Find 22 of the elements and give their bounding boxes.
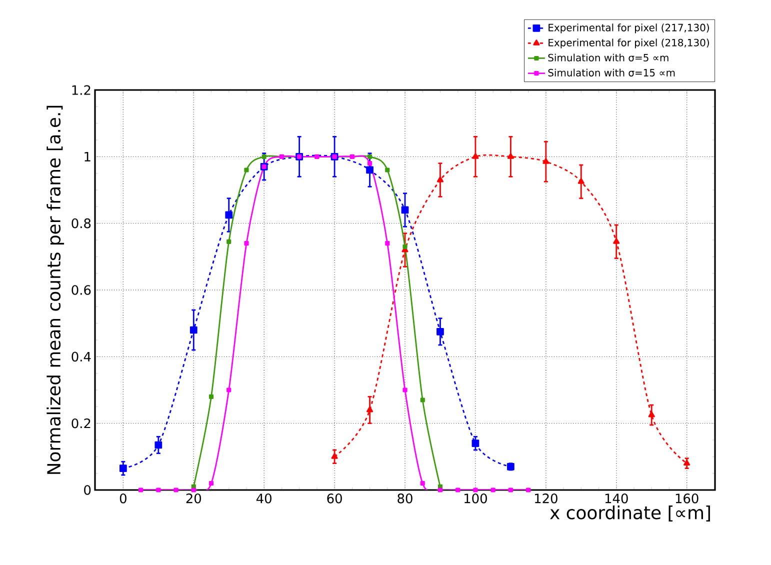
x-tick-label: 160 (676, 494, 698, 504)
legend-label: Experimental for pixel (218,130) (548, 38, 709, 48)
y-tick-label: 0.6 (72, 285, 91, 295)
y-tick-label: 0.8 (72, 218, 91, 228)
y-tick-label: 0.2 (72, 418, 90, 428)
y-tick-label: 0.4 (72, 352, 91, 362)
legend-label: Experimental for pixel (217,130) (548, 24, 709, 34)
y-tick-label: 1.2 (72, 85, 90, 95)
x-tick-label: 140 (605, 494, 628, 504)
x-tick-label: 40 (256, 494, 272, 504)
y-tick-label: 0 (84, 485, 91, 495)
legend-label: Simulation with σ=5 ∝m (548, 54, 668, 62)
x-tick-label: 100 (464, 494, 487, 504)
y-axis-title: Normalized mean counts per frame [a.e.] (46, 106, 64, 474)
y-tick-label: 1 (84, 152, 90, 162)
x-axis-title: x coordinate [∝m] (550, 505, 710, 522)
x-tick-label: 80 (398, 494, 412, 504)
legend-label: Simulation with σ=15 ∝m (548, 68, 675, 76)
x-tick-label: 20 (186, 494, 202, 504)
x-tick-label: 120 (534, 494, 558, 504)
x-tick-label: 0 (120, 494, 126, 504)
x-tick-label: 60 (327, 494, 342, 504)
